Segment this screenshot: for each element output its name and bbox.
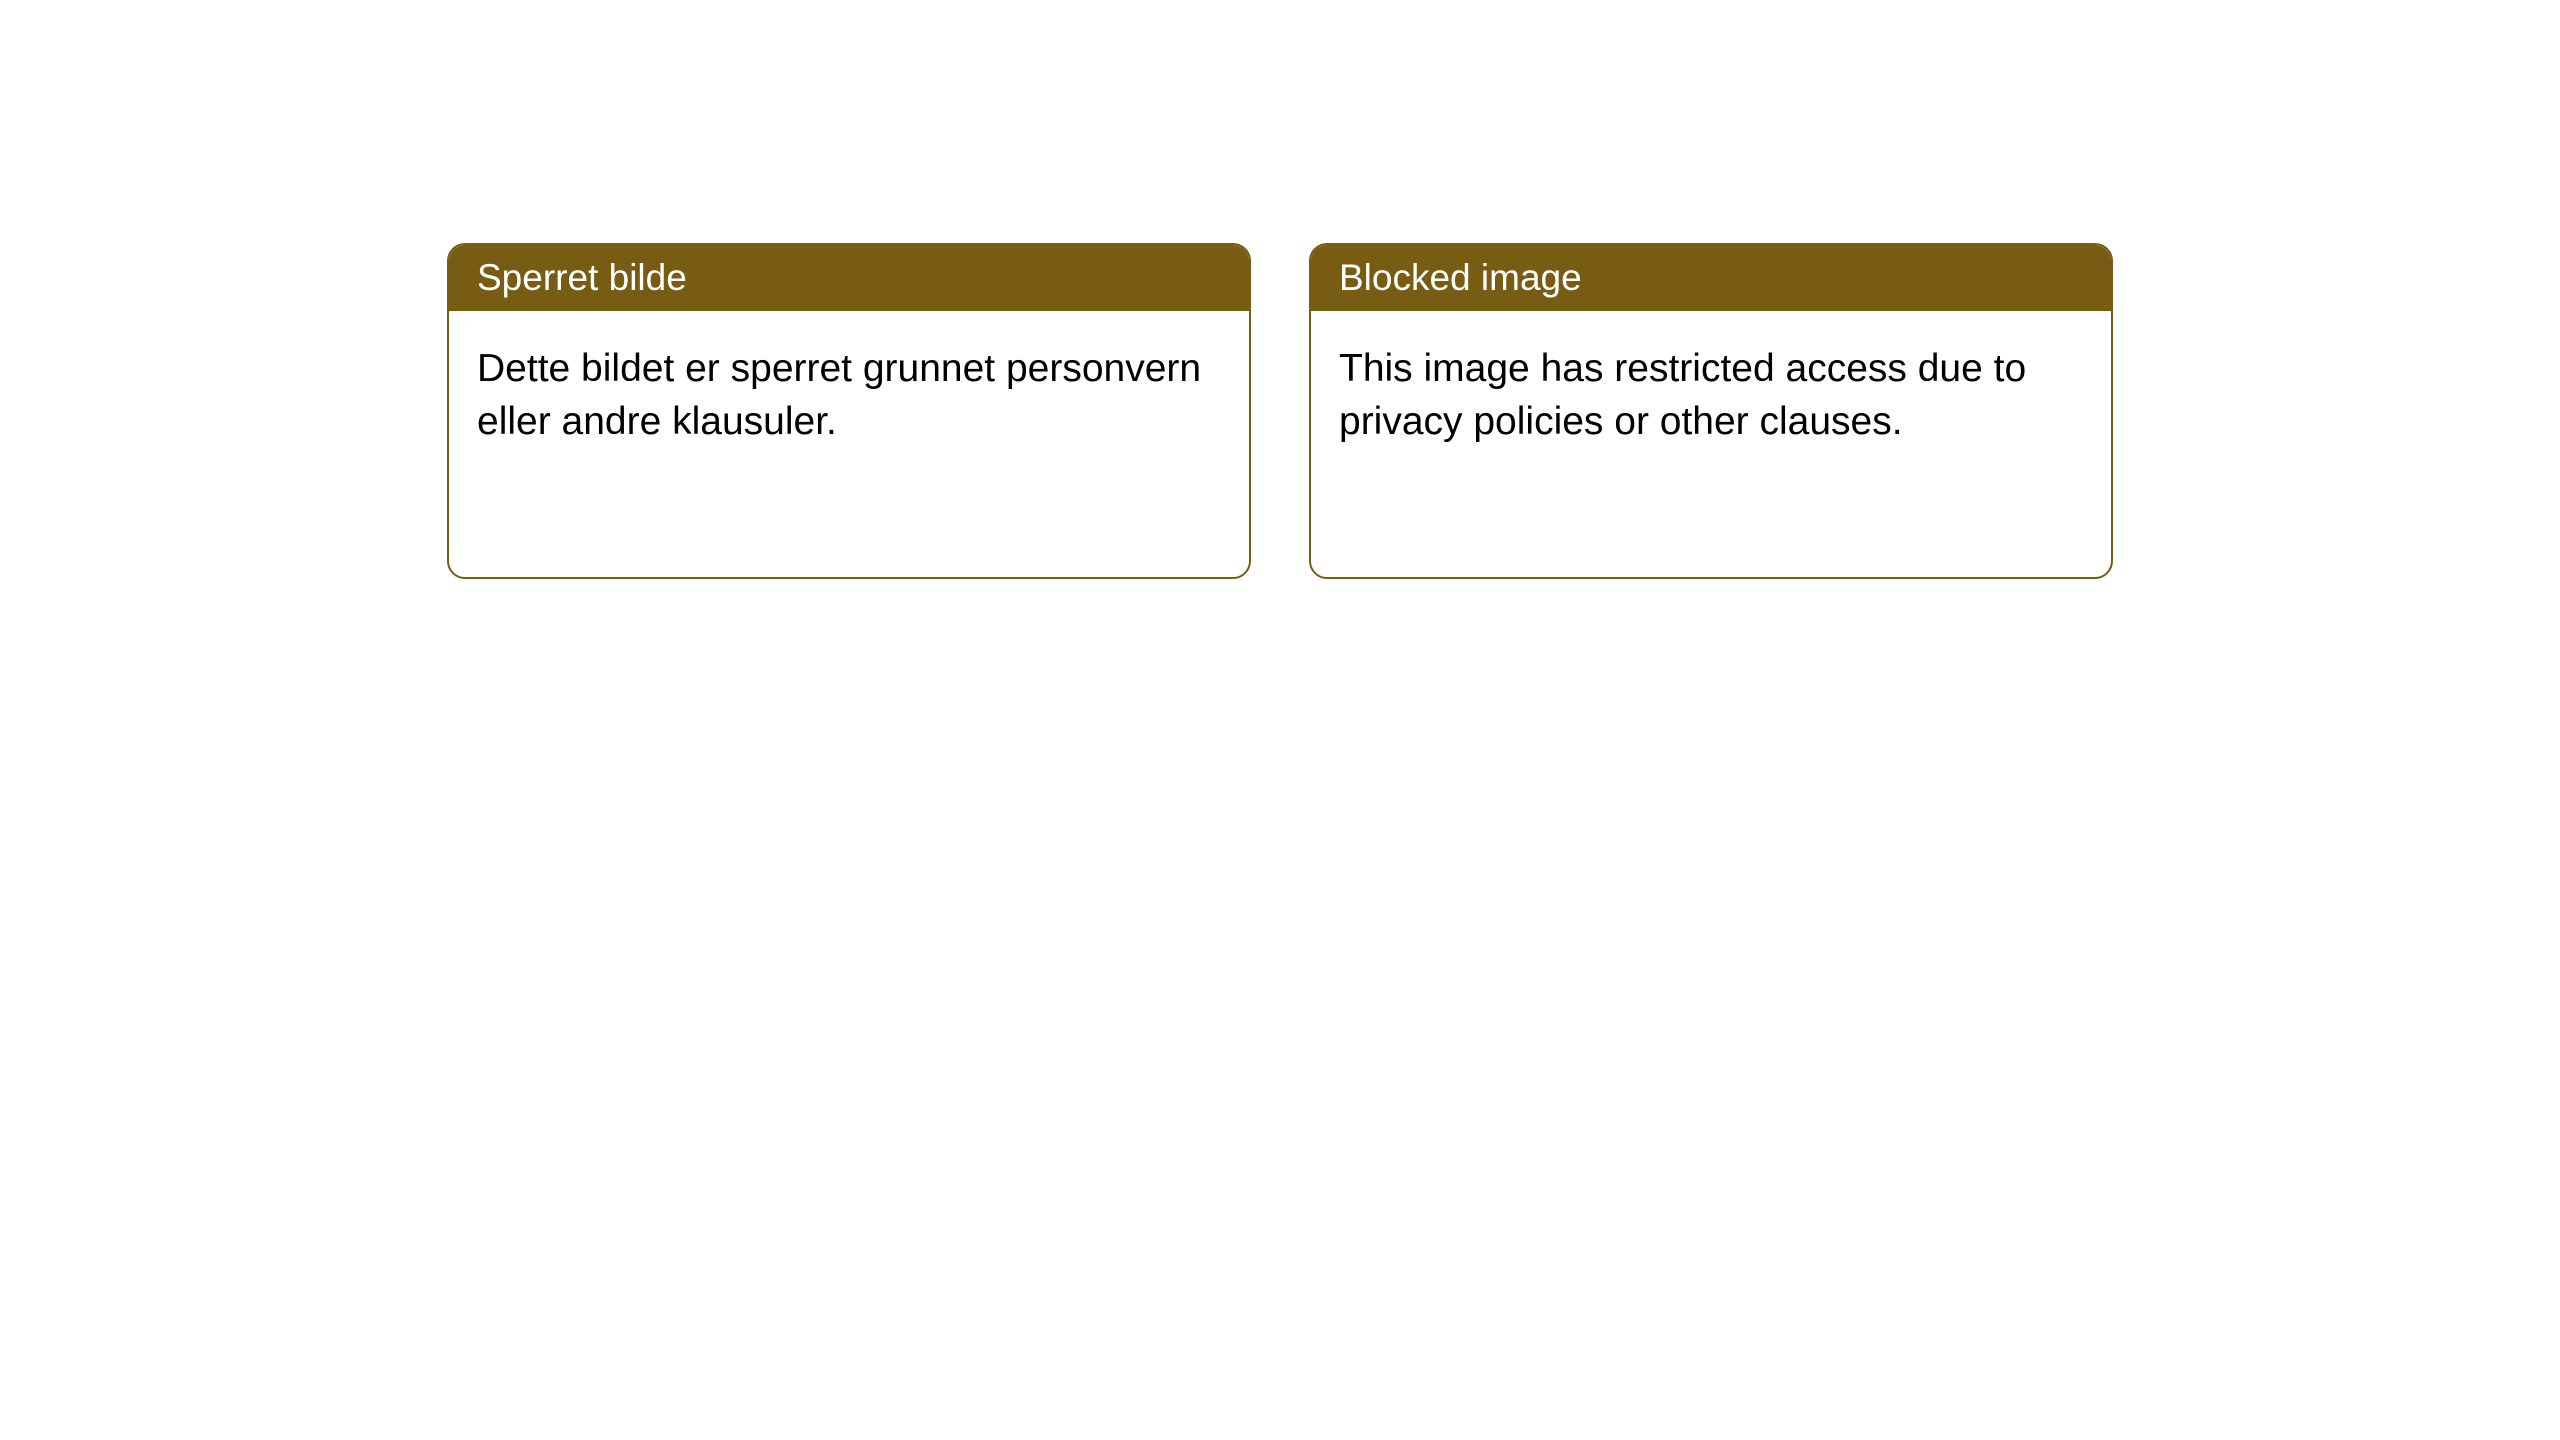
notice-title: Sperret bilde bbox=[477, 257, 687, 298]
notice-container: Sperret bilde Dette bildet er sperret gr… bbox=[447, 243, 2113, 579]
notice-header: Blocked image bbox=[1311, 245, 2111, 311]
notice-message: Dette bildet er sperret grunnet personve… bbox=[477, 347, 1201, 443]
notice-card-norwegian: Sperret bilde Dette bildet er sperret gr… bbox=[447, 243, 1251, 579]
notice-body: This image has restricted access due to … bbox=[1311, 311, 2111, 480]
notice-body: Dette bildet er sperret grunnet personve… bbox=[449, 311, 1249, 480]
notice-message: This image has restricted access due to … bbox=[1339, 347, 2026, 443]
notice-card-english: Blocked image This image has restricted … bbox=[1309, 243, 2113, 579]
notice-header: Sperret bilde bbox=[449, 245, 1249, 311]
notice-title: Blocked image bbox=[1339, 257, 1582, 298]
